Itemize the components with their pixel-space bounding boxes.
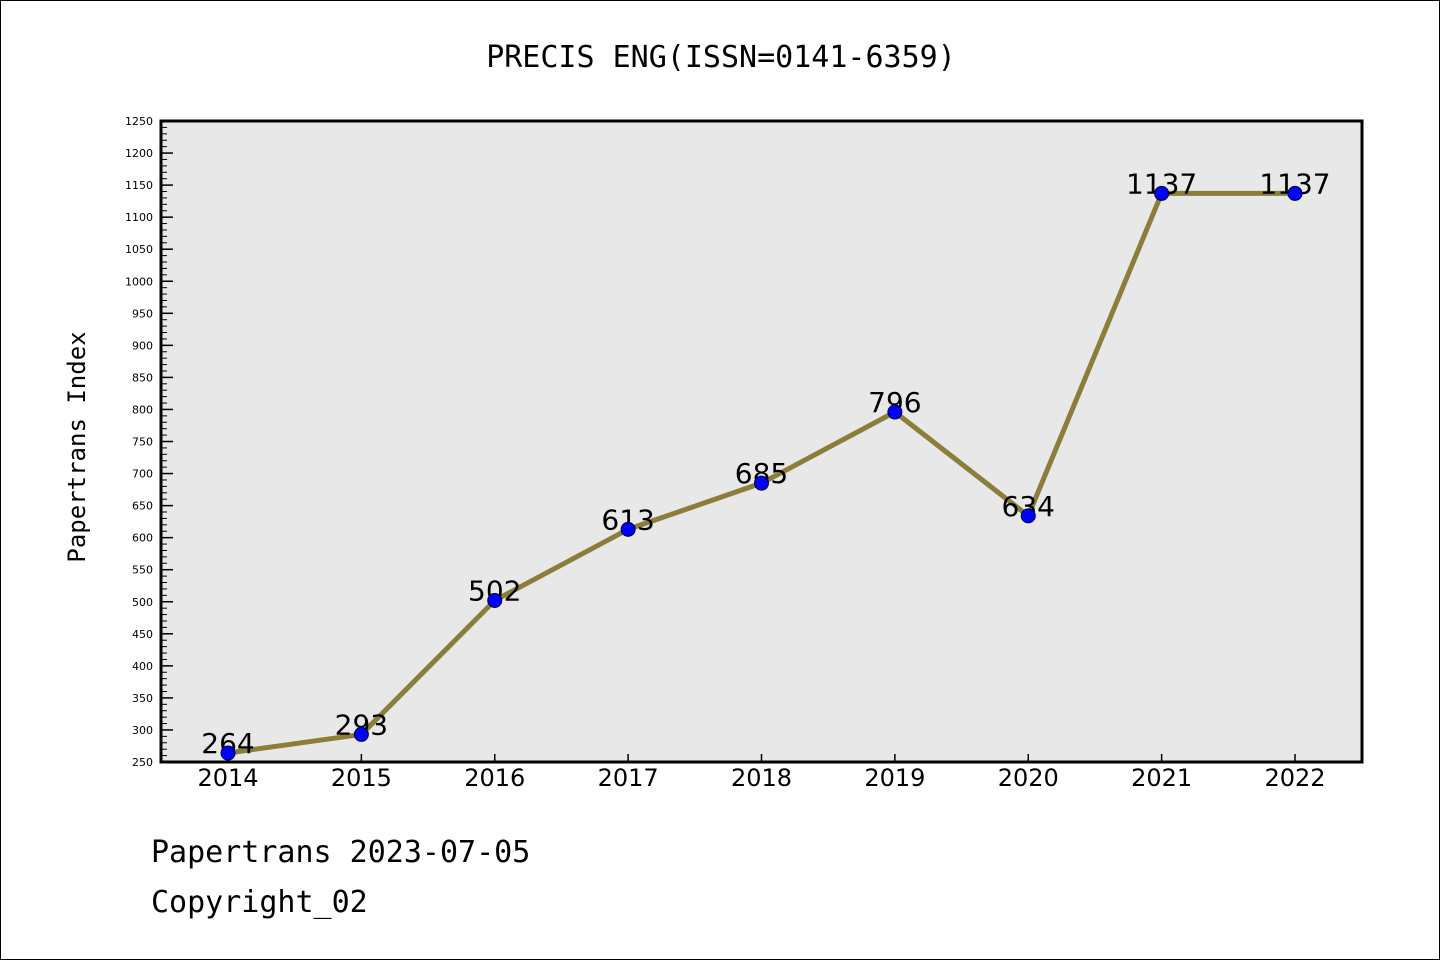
data-point: [1287, 185, 1303, 201]
y-tick-label: 700: [132, 468, 153, 481]
y-tick-label: 350: [132, 692, 153, 705]
x-tick-label: 2022: [1264, 764, 1325, 792]
y-tick-label: 1150: [125, 179, 153, 192]
data-point: [487, 592, 503, 608]
y-tick-label: 300: [132, 724, 153, 737]
data-point: [220, 745, 236, 761]
y-tick-label: 800: [132, 403, 153, 416]
data-point: [353, 726, 369, 742]
y-tick-label: 500: [132, 596, 153, 609]
plot-area: [161, 121, 1362, 762]
y-tick-label: 850: [132, 371, 153, 384]
y-tick-label: 450: [132, 628, 153, 641]
x-tick-label: 2020: [998, 764, 1059, 792]
footer-copyright: Copyright_02: [151, 885, 368, 920]
y-tick-label: 600: [132, 532, 153, 545]
footer-date: Papertrans 2023-07-05: [151, 835, 531, 870]
x-tick-label: 2014: [197, 764, 258, 792]
y-tick-label: 650: [132, 500, 153, 513]
y-tick-label: 900: [132, 339, 153, 352]
y-tick-label: 250: [132, 756, 153, 769]
data-point: [620, 521, 636, 537]
x-tick-label: 2016: [464, 764, 525, 792]
y-tick-label: 750: [132, 436, 153, 449]
chart-title: PRECIS ENG(ISSN=0141-6359): [486, 40, 956, 75]
y-tick-label: 1100: [125, 211, 153, 224]
y-tick-label: 1000: [125, 275, 153, 288]
y-axis: 250 300 350 400 450 500 550 600 650 700 750 800 850 9…: [125, 115, 173, 769]
data-point: [754, 475, 769, 491]
data-point: [887, 404, 903, 420]
y-axis-label: Papertrans Index: [63, 331, 91, 562]
y-tick-label: 1050: [125, 243, 153, 256]
y-tick-label: 550: [132, 564, 153, 577]
y-tick-label: 1250: [125, 115, 153, 128]
y-tick-label: 950: [132, 307, 153, 320]
data-point: [1154, 185, 1170, 201]
x-tick-label: 2019: [864, 764, 925, 792]
plot-border: [159, 119, 1364, 764]
x-tick-label: 2021: [1131, 764, 1192, 792]
y-tick-label: 400: [132, 660, 153, 673]
y-tick-label: 1200: [125, 147, 153, 160]
x-tick-label: 2015: [331, 764, 392, 792]
x-tick-label: 2017: [598, 764, 659, 792]
data-point: [1020, 508, 1036, 524]
x-axis: 2014 2015 2016 2017 2018 2019 2020 2021 2022: [197, 754, 1326, 792]
x-tick-label: 2018: [731, 764, 792, 792]
